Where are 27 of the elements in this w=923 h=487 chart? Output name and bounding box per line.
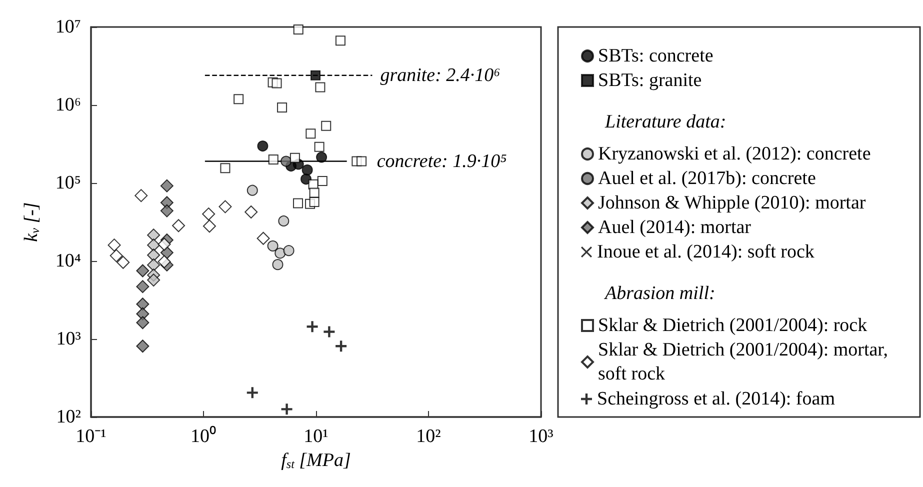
x-tick-label: 10³	[528, 426, 554, 447]
y-tick-label: 10⁶	[55, 94, 81, 116]
y-tick-label: 10⁴	[55, 250, 82, 272]
x-tick-label: 10⁰	[190, 425, 216, 447]
legend-label: Kryzanowski et al. (2012): concrete	[598, 144, 871, 164]
legend-label: Sklar & Dietrich (2001/2004): rock	[598, 315, 868, 336]
y-tick-label: 10³	[56, 328, 82, 350]
text: Literature data:	[604, 112, 726, 132]
legend-label: SBTs: granite	[598, 70, 702, 91]
y-axis-title: kv [-]	[21, 202, 42, 242]
legend-label: SBTs: concrete	[598, 46, 714, 66]
legend-label: Auel (2014): mortar	[598, 217, 752, 238]
legend-label: Scheingross et al. (2014): foam	[597, 388, 836, 410]
y-tick-label: 10⁷	[55, 16, 81, 38]
x-tick-label: 10²	[416, 426, 442, 447]
x-tick-label: 10⁻¹	[76, 426, 107, 447]
legend-label: Auel et al. (2017b): concrete	[598, 168, 816, 189]
x-tick-label: 10¹	[304, 426, 329, 447]
text: Abrasion mill:	[603, 283, 716, 304]
y-tick-label: 10⁵	[55, 172, 81, 194]
x-axis-title: fst [MPa]	[281, 450, 351, 471]
legend-label: Inoue et al. (2014): soft rock	[597, 242, 815, 262]
legend-label: Sklar & Dietrich (2001/2004): mortar, soft rock	[598, 340, 893, 384]
annotation: concrete: 1.9·10⁵	[376, 150, 508, 172]
legend-label: Johnson & Whipple (2010): mortar	[598, 192, 866, 214]
annotation: granite: 2.4·10⁶	[380, 64, 500, 86]
y-tick-label: 10²	[56, 406, 82, 428]
